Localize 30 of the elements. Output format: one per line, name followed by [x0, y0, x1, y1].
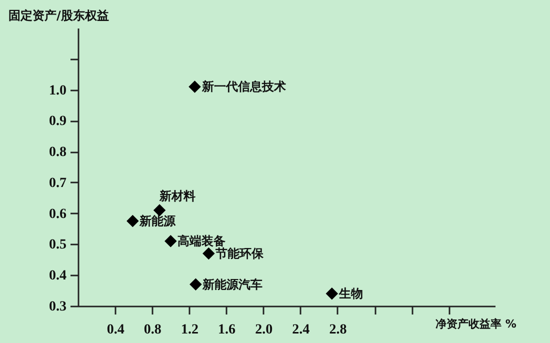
annotation: 新一代信息技术	[200, 80, 286, 94]
point	[326, 288, 338, 300]
annotation: 新能源汽车	[202, 277, 263, 292]
annotation: 节能环保	[214, 246, 265, 260]
annotation: 新材料	[158, 189, 196, 204]
point	[202, 247, 215, 260]
x-tick-label: 1.6	[218, 322, 236, 338]
y-tick-label: 0.6	[49, 206, 66, 222]
x-tick-label: 0.4	[106, 322, 124, 338]
annotation: 新能源	[138, 214, 177, 228]
y-tick-label: 1.0	[49, 83, 66, 98]
y-tick-label: 0.8	[49, 145, 66, 160]
x-tick-label: 2.0	[255, 322, 273, 338]
y-tick-label: 0.3	[49, 300, 66, 314]
x-axis-title: 净资产收益率 %	[436, 318, 516, 330]
y-axis-title: 固定资产/股东权益	[8, 8, 109, 22]
annotation: 高端装备	[178, 234, 226, 248]
point	[164, 235, 177, 248]
point	[190, 278, 202, 290]
y-tick-label: 0.5	[49, 238, 66, 253]
y-tick-label: 0.9	[49, 114, 66, 130]
x-tick-label: 2.8	[329, 322, 347, 338]
x-tick-label: 2.4	[292, 322, 310, 338]
point	[126, 214, 139, 228]
y-tick-label: 0.7	[49, 176, 66, 191]
y-tick-label: 0.4	[49, 268, 66, 284]
annotation: 生物	[338, 286, 363, 301]
x-tick-label: 1.2	[180, 322, 198, 338]
x-tick-label: 0.8	[144, 322, 162, 338]
point	[188, 80, 201, 93]
